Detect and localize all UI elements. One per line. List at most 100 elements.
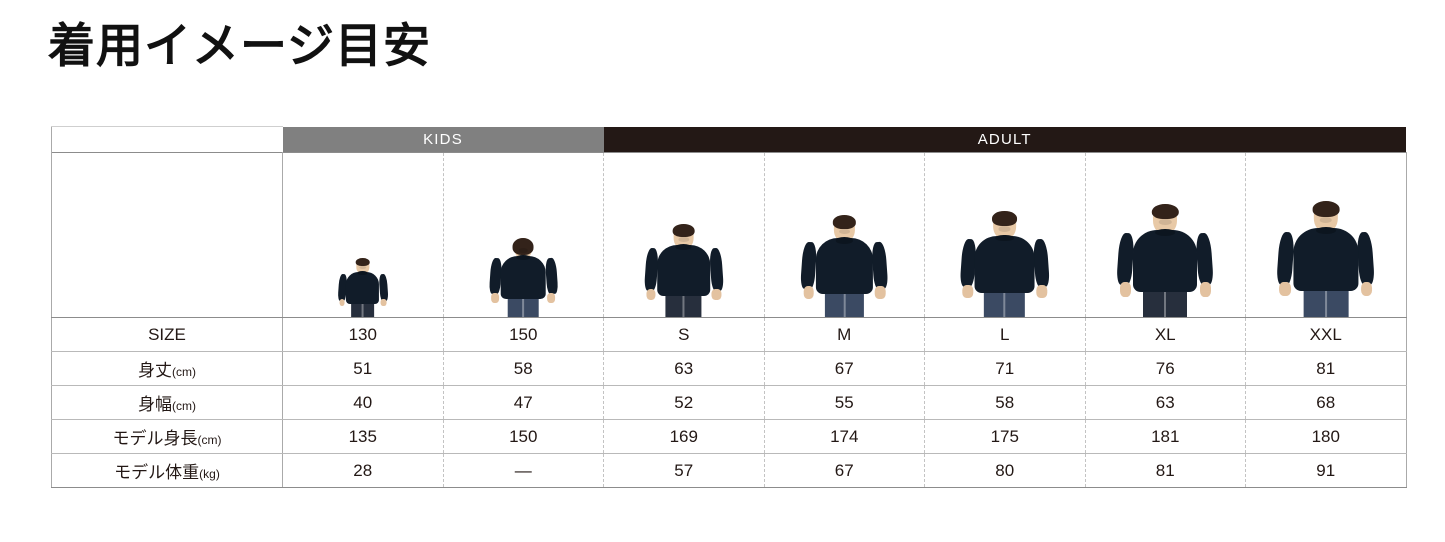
model-photo-cell-m <box>763 152 925 318</box>
model-leg-split <box>1324 291 1327 317</box>
model-arm-right <box>1195 232 1215 286</box>
cell-model-weight-m: 67 <box>763 453 925 488</box>
model-arm-right <box>708 248 724 292</box>
model-arm-right <box>1356 231 1376 286</box>
model-photo-cell-xxl <box>1245 152 1407 318</box>
cell-body-width-l: 58 <box>924 385 1085 420</box>
model-figure-l <box>959 178 1051 317</box>
row-label-model-weight-text: モデル体重 <box>114 463 200 482</box>
group-header-blank <box>51 126 283 153</box>
cell-body-length-xxl: 81 <box>1245 351 1407 386</box>
cell-body-width-xxl: 68 <box>1245 385 1407 420</box>
cell-size-xxl: XXL <box>1245 317 1407 352</box>
model-arm-right <box>544 258 558 296</box>
model-hand-right <box>1036 284 1048 298</box>
row-body-width: 身幅(cm) 40 47 52 55 58 63 68 <box>51 385 1407 420</box>
model-arm-right <box>378 273 389 301</box>
model-photo-row-label <box>51 152 283 318</box>
row-label-body-width-text: 身幅 <box>138 395 172 414</box>
model-hand-left <box>1279 281 1291 297</box>
row-label-model-weight: モデル体重(kg) <box>51 453 283 488</box>
model-face-features <box>518 248 528 253</box>
model-leg-split <box>682 296 685 317</box>
cell-model-height-xl: 181 <box>1084 419 1246 454</box>
model-figure-150 <box>489 212 558 317</box>
model-hair <box>355 257 370 267</box>
model-hand-left <box>962 284 973 298</box>
model-hair <box>1152 203 1179 220</box>
model-figure-xxl <box>1275 164 1376 317</box>
model-photo-cell-150 <box>442 152 604 318</box>
model-hand-right <box>380 298 387 307</box>
model-arm-left <box>1116 232 1136 286</box>
model-face-features <box>359 266 366 270</box>
model-face-features <box>678 236 689 242</box>
row-label-body-length-unit: (cm) <box>172 365 196 379</box>
cell-body-length-150: 58 <box>442 351 604 386</box>
model-leg-split <box>361 303 364 317</box>
model-leg-split <box>1164 291 1167 317</box>
model-pants <box>351 303 375 317</box>
cell-model-height-m: 174 <box>763 419 925 454</box>
row-label-body-length: 身丈(cm) <box>51 351 283 386</box>
model-face-features <box>1319 217 1333 224</box>
row-model-height: モデル身長(cm) 135 150 169 174 175 181 180 <box>51 419 1407 454</box>
model-hand-right <box>1199 282 1211 297</box>
model-pants <box>824 294 865 317</box>
model-hair <box>512 237 534 255</box>
model-figure-s <box>643 194 724 317</box>
model-collar <box>516 255 531 260</box>
model-sweatshirt <box>657 245 710 297</box>
model-arm-left <box>1275 231 1295 286</box>
model-arm-right <box>1032 238 1051 288</box>
cell-model-height-150: 150 <box>442 419 604 454</box>
cell-model-weight-130: 28 <box>282 453 443 488</box>
cell-model-height-l: 175 <box>924 419 1085 454</box>
cell-size-130: 130 <box>282 317 443 352</box>
row-size: SIZE 130 150 S M L XL XXL <box>51 317 1407 352</box>
cell-body-length-l: 71 <box>924 351 1085 386</box>
cell-body-width-s: 52 <box>603 385 764 420</box>
model-hand-right <box>711 288 722 301</box>
cell-model-weight-xl: 81 <box>1084 453 1246 488</box>
row-label-model-height: モデル身長(cm) <box>51 419 283 454</box>
model-sweatshirt <box>500 255 546 300</box>
model-collar <box>995 234 1014 242</box>
model-collar <box>675 244 692 251</box>
model-hand-right <box>547 292 556 303</box>
cell-size-150: 150 <box>442 317 604 352</box>
model-photo-cell-s <box>603 152 764 318</box>
model-figure-m <box>800 182 889 317</box>
row-label-model-height-unit: (cm) <box>197 433 222 447</box>
model-photo-cell-130 <box>282 152 443 318</box>
model-hand-left <box>491 292 500 303</box>
row-label-body-width-unit: (cm) <box>172 399 196 413</box>
model-sweatshirt <box>974 235 1035 294</box>
model-hair <box>832 214 857 229</box>
model-photo-cell-xl <box>1084 152 1246 318</box>
cell-model-weight-150: — <box>442 453 604 488</box>
model-face-features <box>998 225 1011 232</box>
model-face-features <box>838 228 850 235</box>
group-header-row: KIDS ADULT <box>51 126 1406 153</box>
cell-model-weight-xxl: 91 <box>1245 453 1407 488</box>
model-figure-xl <box>1116 167 1215 317</box>
cell-body-width-130: 40 <box>282 385 443 420</box>
model-hair <box>672 223 695 237</box>
row-model-weight: モデル体重(kg) 28 — 57 67 80 81 91 <box>51 453 1407 488</box>
row-label-model-height-text: モデル身長 <box>112 429 198 448</box>
cell-body-width-m: 55 <box>763 385 925 420</box>
model-collar <box>835 237 854 244</box>
model-pants <box>1143 291 1188 317</box>
model-hair <box>992 211 1018 226</box>
model-photo-cell-l <box>924 152 1085 318</box>
cell-body-width-xl: 63 <box>1084 385 1246 420</box>
row-body-length: 身丈(cm) 51 58 63 67 71 76 81 <box>51 351 1407 386</box>
cell-body-length-130: 51 <box>282 351 443 386</box>
cell-size-xl: XL <box>1084 317 1246 352</box>
cell-model-height-s: 169 <box>603 419 764 454</box>
model-arm-right <box>871 241 889 289</box>
row-label-model-weight-unit: (kg) <box>199 467 220 481</box>
size-chart-table: KIDS ADULT SIZE 130 150 S M L XL XXL 身丈(… <box>51 126 1407 488</box>
model-hair <box>1312 201 1340 218</box>
